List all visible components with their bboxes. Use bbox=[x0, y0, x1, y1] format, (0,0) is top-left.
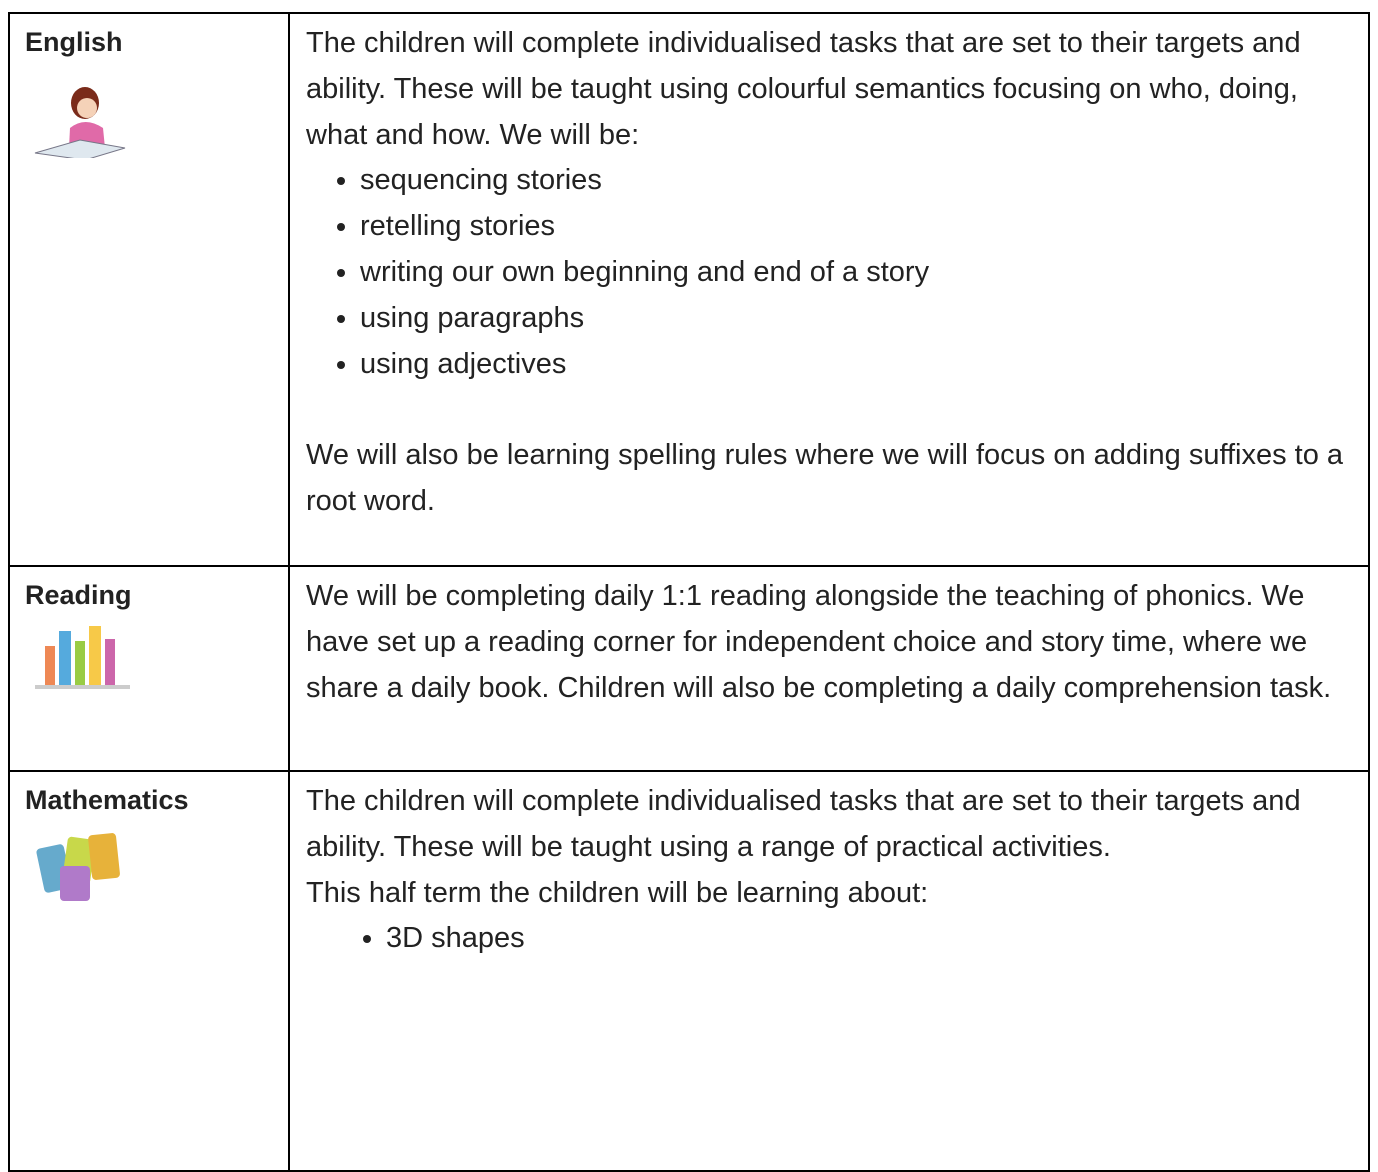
paragraph: The children will complete individualise… bbox=[306, 785, 1301, 863]
bullet-item: 3D shapes bbox=[386, 916, 1358, 962]
bullet-item: sequencing stories bbox=[360, 158, 1358, 204]
bullet-item: using adjectives bbox=[360, 342, 1358, 388]
paragraph: This half term the children will be lear… bbox=[306, 876, 929, 909]
content-cell: The children will complete individualise… bbox=[290, 772, 1370, 1170]
table-row: Reading We will be completing daily 1:1 r… bbox=[8, 567, 1370, 772]
subject-cell: Mathematics bbox=[8, 772, 290, 1170]
icon bbox=[35, 626, 130, 689]
table-row: Mathematics The children will complete in… bbox=[8, 772, 1370, 1172]
paragraph: We will be completing daily 1:1 reading … bbox=[306, 580, 1332, 704]
table-row: English The children will complete indivi… bbox=[8, 14, 1370, 567]
subject-cell: Reading bbox=[8, 567, 290, 770]
subject-name: English bbox=[25, 27, 123, 57]
bullet-item: writing our own beginning and end of a s… bbox=[360, 250, 1358, 296]
subject-name: Reading bbox=[25, 580, 132, 610]
bullet-list: 3D shapes bbox=[306, 916, 1358, 962]
content-cell: The children will complete individualise… bbox=[290, 14, 1370, 565]
icon bbox=[34, 87, 126, 158]
bullet-item: using paragraphs bbox=[360, 296, 1358, 342]
page: English The children will complete indivi… bbox=[0, 0, 1378, 1019]
icon bbox=[36, 833, 120, 901]
subject-name: Mathematics bbox=[25, 785, 189, 815]
bullet-item: retelling stories bbox=[360, 204, 1358, 250]
paragraph: We will also be learning spelling rules … bbox=[306, 439, 1344, 517]
subject-cell: English bbox=[8, 14, 290, 565]
curriculum-table: English The children will complete indivi… bbox=[8, 12, 1370, 1172]
content-cell: We will be completing daily 1:1 reading … bbox=[290, 567, 1370, 770]
bullet-list: sequencing storiesretelling storieswriti… bbox=[306, 158, 1358, 387]
paragraph: The children will complete individualise… bbox=[306, 27, 1301, 151]
